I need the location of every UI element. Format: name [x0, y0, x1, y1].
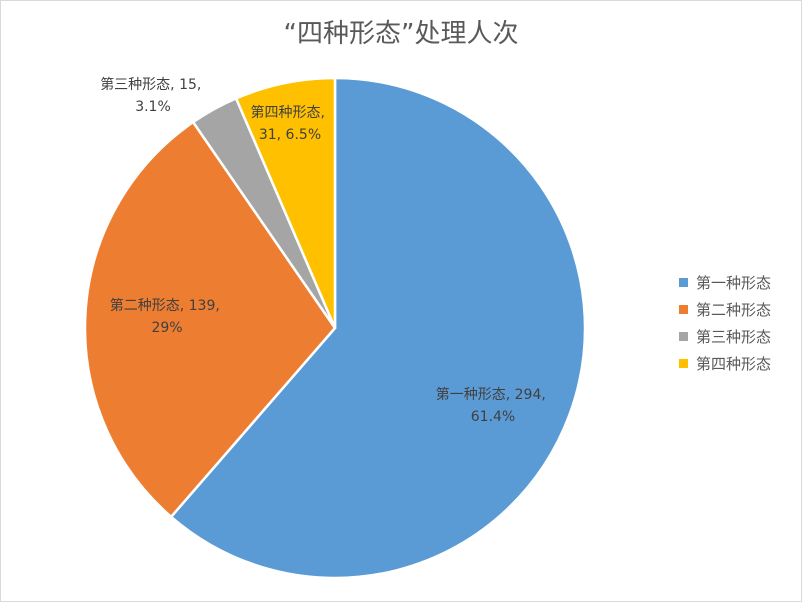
legend-item-fourth: 第四种形态 — [679, 350, 771, 377]
data-label-1: 第二种形态, 139, 29% — [110, 297, 225, 336]
data-label-2: 第三种形态, 15, 3.1% — [100, 76, 206, 115]
pie-slices — [83, 76, 587, 580]
legend-label-third: 第三种形态 — [696, 328, 772, 346]
legend-label-fourth: 第四种形态 — [696, 355, 772, 373]
legend-label-second: 第二种形态 — [696, 301, 772, 319]
pie-slice-second — [83, 120, 337, 519]
legend-swatch-fourth — [679, 359, 688, 368]
legend-item-first: 第一种形态 — [679, 269, 771, 296]
chart-title: “四种形态”处理人次 — [283, 19, 519, 49]
legend-swatch-third — [679, 332, 688, 341]
legend-item-second: 第二种形态 — [679, 296, 771, 323]
pie-slice-fourth — [234, 76, 337, 330]
legend: 第一种形态 第二种形态 第三种形态 第四种形态 — [679, 269, 771, 377]
pie-slice-first — [169, 76, 587, 580]
legend-swatch-first — [679, 278, 688, 287]
data-label-0: 第一种形态, 294, 61.4% — [436, 386, 551, 425]
data-label-3: 第四种形态, 31, 6.5% — [251, 104, 330, 143]
legend-swatch-second — [679, 305, 688, 314]
legend-label-first: 第一种形态 — [696, 274, 772, 292]
legend-item-third: 第三种形态 — [679, 323, 771, 350]
data-labels: 第一种形态, 294, 61.4% 第二种形态, 139, 29% 第三种形态,… — [100, 76, 551, 425]
